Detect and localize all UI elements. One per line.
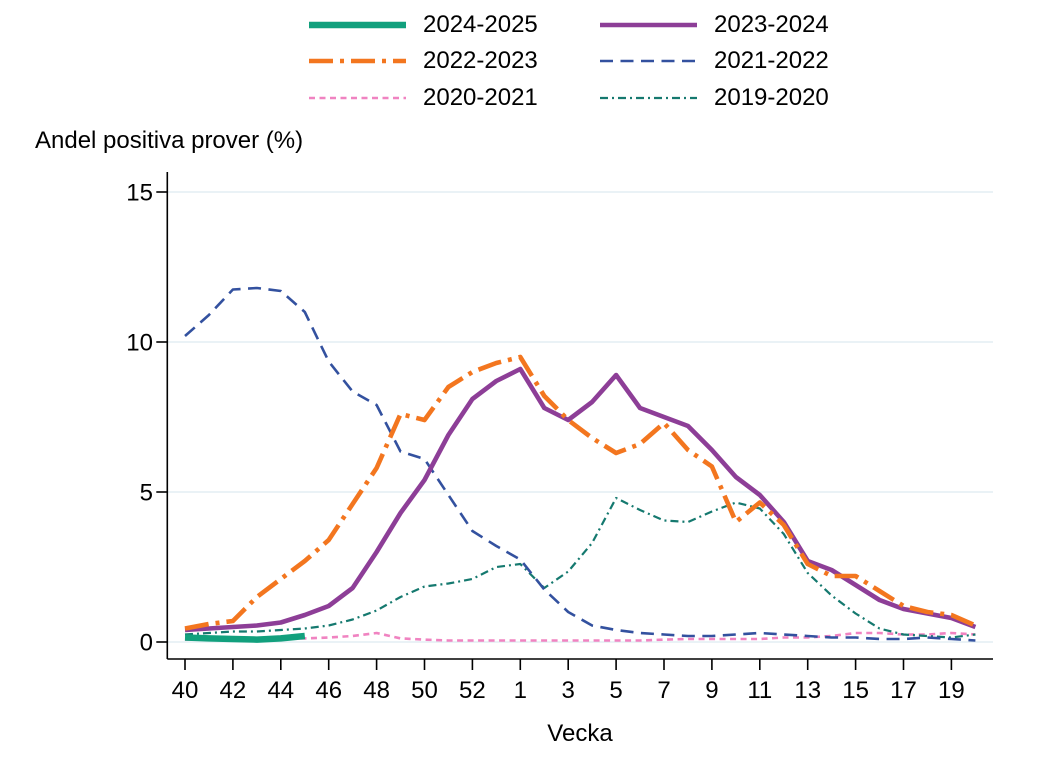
legend-label-2024-2025: 2024-2025 xyxy=(423,11,538,38)
legend-item-2019-2020: 2019-2020 xyxy=(600,84,829,112)
x-tick-labels: 40 42 44 46 48 50 52 1 3 5 7 9 11 13 15 17 19 xyxy=(172,659,965,704)
x-tick-label-40: 40 xyxy=(172,677,199,704)
legend-item-2021-2022: 2021-2022 xyxy=(600,47,829,75)
x-tick-label-17: 17 xyxy=(890,677,917,704)
y-tick-label-15: 15 xyxy=(126,180,153,207)
x-tick-label-9: 9 xyxy=(705,677,718,704)
axes xyxy=(166,172,993,660)
x-tick-label-1: 1 xyxy=(514,677,527,704)
legend-label-2023-2024: 2023-2024 xyxy=(714,11,829,38)
series-line-2022-2023 xyxy=(184,354,977,631)
legend-item-2020-2021: 2020-2021 xyxy=(309,84,538,112)
x-tick-label-5: 5 xyxy=(609,677,622,704)
x-tick-label-50: 50 xyxy=(411,677,438,704)
x-tick-label-15: 15 xyxy=(842,677,869,704)
x-tick-label-7: 7 xyxy=(657,677,670,704)
legend-label-2019-2020: 2019-2020 xyxy=(714,84,829,111)
x-tick-label-19: 19 xyxy=(938,677,965,704)
legend-line-swatch-2024-2025 xyxy=(309,21,406,29)
series-line-2021-2022 xyxy=(184,286,976,642)
legend-label-2021-2022: 2021-2022 xyxy=(714,47,829,74)
legend-item-2023-2024: 2023-2024 xyxy=(600,11,829,39)
legend-label-2022-2023: 2022-2023 xyxy=(423,47,538,74)
x-axis-title: Vecka xyxy=(547,720,613,747)
y-tick-labels: 0 5 10 15 xyxy=(126,180,168,657)
series-line-2019-2020 xyxy=(184,496,976,639)
legend-line-swatch-2019-2020 xyxy=(600,96,697,100)
x-tick-label-44: 44 xyxy=(267,677,294,704)
legend-line-swatch-2023-2024 xyxy=(600,22,697,28)
legend-line-swatch-2021-2022 xyxy=(600,59,697,63)
x-tick-label-42: 42 xyxy=(220,677,247,704)
legend-line-swatch-2022-2023 xyxy=(309,58,406,64)
x-tick-label-3: 3 xyxy=(562,677,575,704)
y-tick-label-10: 10 xyxy=(126,330,153,357)
x-tick-label-11: 11 xyxy=(747,677,772,704)
y-tick-label-5: 5 xyxy=(140,480,153,507)
legend-label-2020-2021: 2020-2021 xyxy=(423,84,538,111)
legend-item-2024-2025: 2024-2025 xyxy=(309,11,538,39)
x-tick-label-52: 52 xyxy=(459,677,486,704)
x-tick-label-48: 48 xyxy=(363,677,390,704)
legend-item-2022-2023: 2022-2023 xyxy=(309,47,538,75)
series-line-2023-2024 xyxy=(184,366,977,633)
series-lines xyxy=(184,286,977,643)
x-tick-label-13: 13 xyxy=(794,677,821,704)
y-tick-label-0: 0 xyxy=(140,630,153,657)
legend-line-swatch-2020-2021 xyxy=(309,96,406,100)
series-line-2020-2021 xyxy=(185,631,976,642)
chart-title: Andel positiva prover (%) xyxy=(35,127,304,154)
x-tick-label-46: 46 xyxy=(315,677,342,704)
gridlines xyxy=(167,191,993,643)
series-line-2024-2025 xyxy=(184,632,306,643)
